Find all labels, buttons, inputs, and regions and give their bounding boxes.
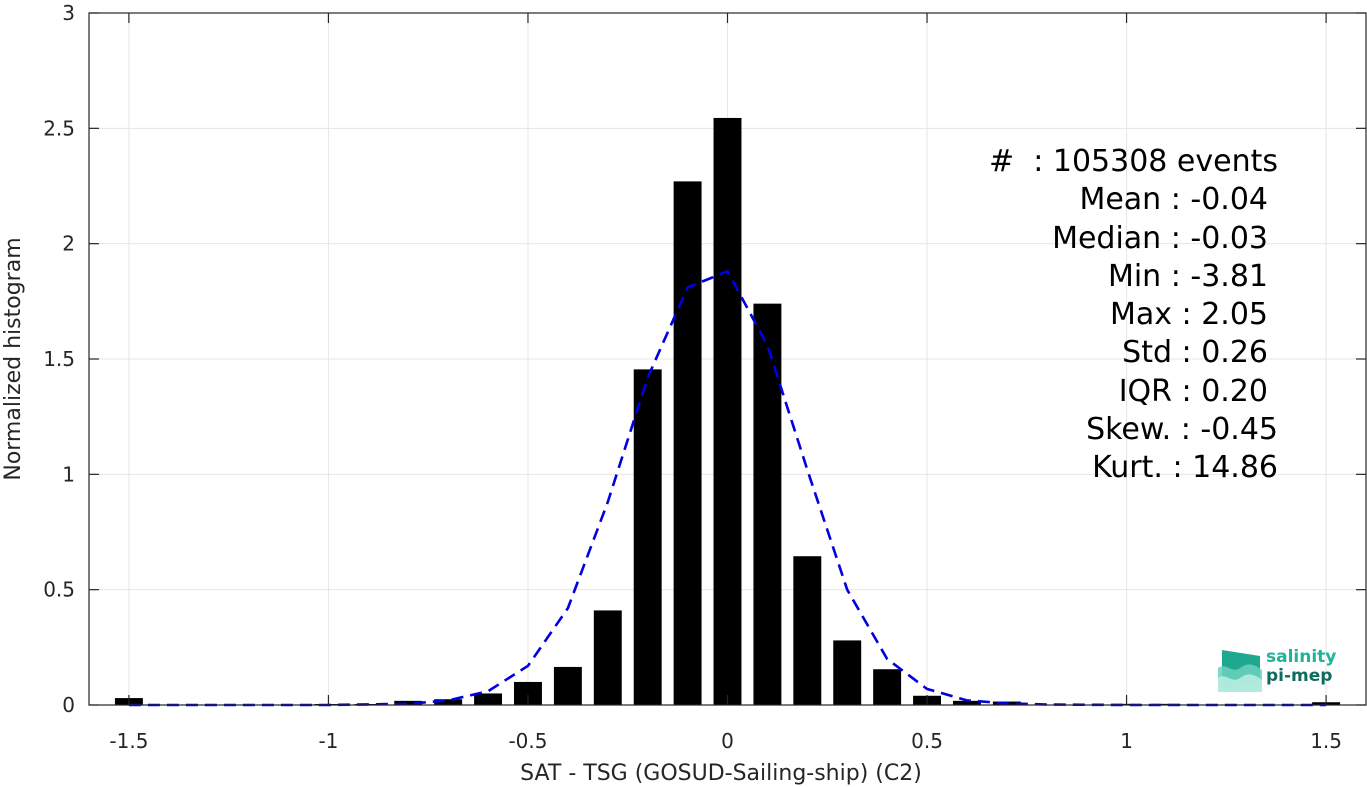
stat-std: Std : 0.26 xyxy=(1122,335,1268,371)
y-tick-label: 1 xyxy=(62,462,75,486)
histogram-bar xyxy=(434,699,463,705)
histogram-bars xyxy=(114,117,1341,706)
y-tick-label: 2 xyxy=(62,232,75,256)
histogram-bar xyxy=(713,117,742,706)
x-tick-label: 0 xyxy=(721,729,734,753)
stat-max: Max : 2.05 xyxy=(1110,297,1268,333)
stat-median: Median : -0.03 xyxy=(1052,220,1268,256)
x-tick-label: 1 xyxy=(1120,729,1133,753)
logo-text-salinity: salinity xyxy=(1266,647,1337,667)
x-axis-ticks: -1.5 -1 -0.5 0 0.5 1 1.5 xyxy=(109,13,1342,753)
y-axis-label: Normalized histogram xyxy=(1,237,26,480)
histogram-bar xyxy=(514,681,542,705)
y-tick-label: 0 xyxy=(62,693,75,717)
x-axis-label: SAT - TSG (GOSUD-Sailing-ship) (C2) xyxy=(520,761,922,786)
stat-skew: Skew. : -0.45 xyxy=(1086,412,1278,448)
histogram-bar xyxy=(633,369,662,705)
stat-kurt: Kurt. : 14.86 xyxy=(1092,450,1278,486)
y-tick-label: 0.5 xyxy=(43,578,75,602)
x-tick-label: 0.5 xyxy=(911,729,943,753)
statistics-panel: # : 105308 events Mean : -0.04 Median : … xyxy=(989,143,1278,488)
y-tick-label: 3 xyxy=(62,1,75,25)
histogram-bar xyxy=(394,700,423,705)
histogram-bar xyxy=(553,666,582,705)
stat-min: Min : -3.81 xyxy=(1107,258,1268,294)
histogram-bar xyxy=(673,181,702,706)
x-tick-label: -1 xyxy=(318,729,338,753)
stat-mean: Mean : -0.04 xyxy=(1079,182,1268,218)
stat-iqr: IQR : 0.20 xyxy=(1118,373,1268,409)
histogram-bar xyxy=(474,693,503,705)
histogram-bar xyxy=(952,700,981,705)
y-tick-label: 2.5 xyxy=(43,116,75,140)
stat-count: # : 105308 events xyxy=(989,144,1278,179)
histogram-bar xyxy=(793,556,822,705)
logo-text-pimep: pi-mep xyxy=(1266,666,1333,686)
y-axis-ticks: 0 0.5 1 1.5 2 2.5 3 xyxy=(43,1,1366,717)
wave-logo-icon xyxy=(1218,650,1262,692)
histogram-bar xyxy=(873,669,902,705)
y-tick-label: 1.5 xyxy=(43,347,75,371)
histogram-bar xyxy=(753,303,782,705)
x-tick-label: -0.5 xyxy=(508,729,547,753)
x-tick-label: 1.5 xyxy=(1310,729,1342,753)
fit-curve xyxy=(128,269,1327,707)
salinity-pimep-logo: salinity pi-mep xyxy=(1216,646,1346,694)
x-tick-label: -1.5 xyxy=(109,729,148,753)
histogram-bar xyxy=(833,640,862,705)
histogram-bar xyxy=(593,610,622,705)
